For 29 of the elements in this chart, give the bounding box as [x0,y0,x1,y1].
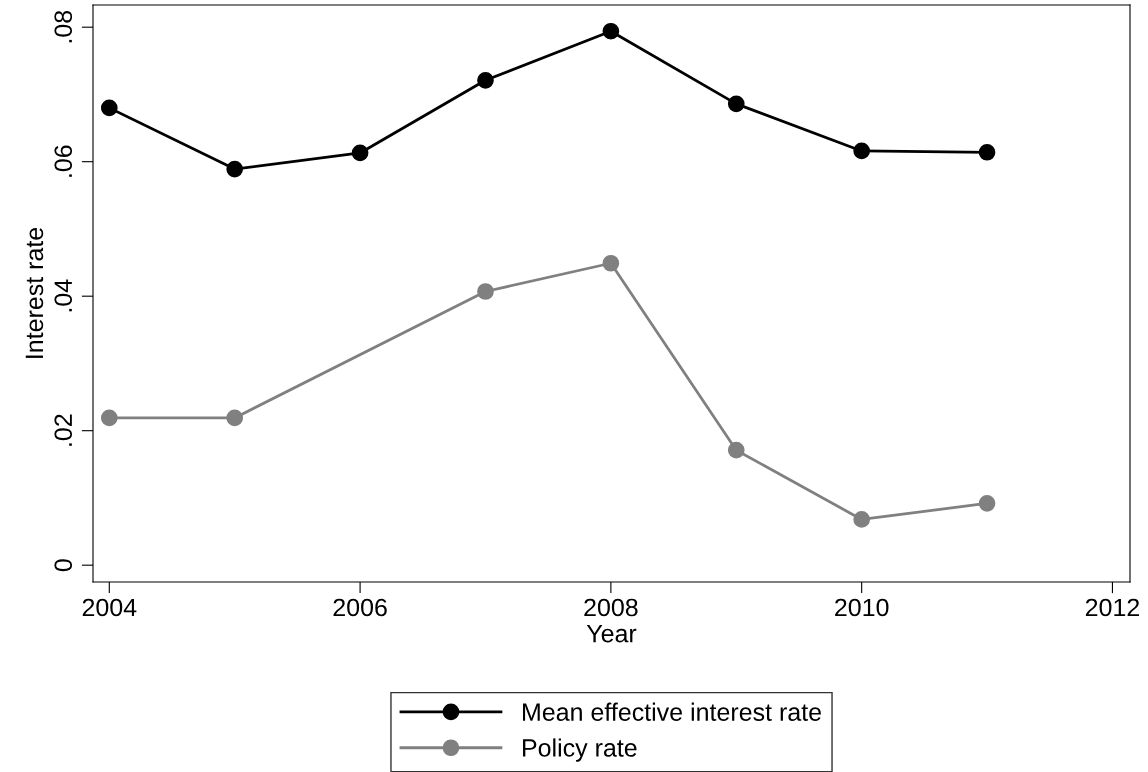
x-tick-label: 2008 [584,598,638,617]
point [727,95,745,113]
point [602,22,620,40]
legend-label: Policy rate [523,738,637,762]
legend-label: Mean effective interest rate [523,702,821,721]
point [100,99,118,117]
point [853,511,870,528]
point [100,409,118,427]
point [853,142,870,160]
y-tick-label: .02 [54,414,73,446]
y-axis-title: Interest rate [25,227,44,358]
y-tick-label: .06 [54,145,73,177]
y-tick-label: .08 [54,10,73,43]
x-tick-label: 2006 [333,598,387,617]
point [477,283,494,300]
point [351,144,369,162]
point [978,494,996,512]
point [226,409,244,427]
x-tick-label: 2010 [835,598,889,617]
point [978,143,996,161]
y-tick-label: 0 [54,559,73,572]
x-tick-label: 2012 [1085,598,1139,617]
point [477,71,494,89]
point [727,441,745,459]
point [226,160,244,178]
x-tick-label: 2004 [82,598,137,617]
point [602,254,620,272]
y-tick-label: .04 [54,279,73,312]
x-axis-title: Year [586,624,637,643]
